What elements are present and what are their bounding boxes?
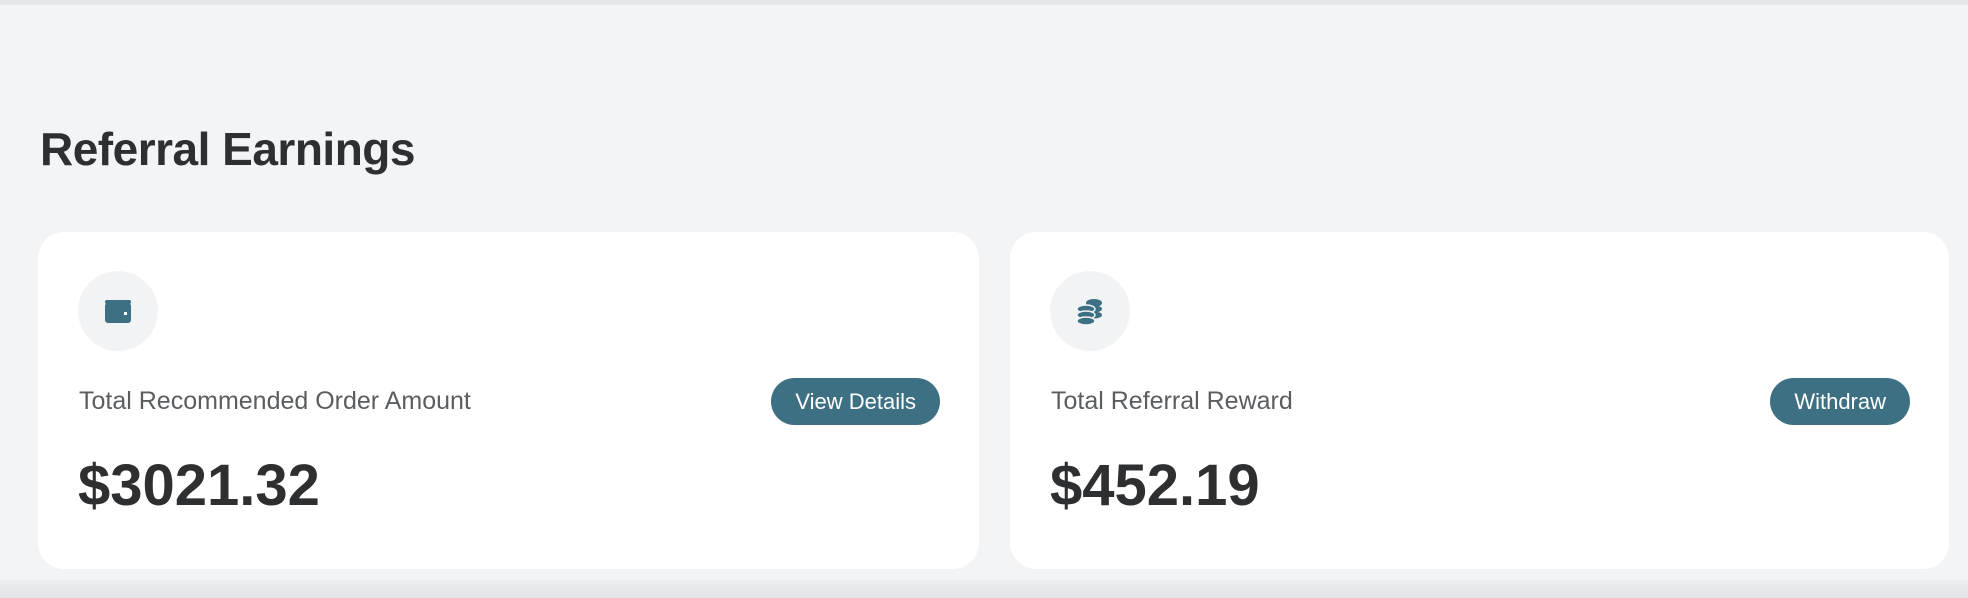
bottom-edge (0, 580, 1968, 598)
referral-reward-label: Total Referral Reward (1051, 387, 1293, 415)
referral-reward-card: Total Referral Reward Withdraw $452.19 (1010, 232, 1949, 569)
withdraw-button[interactable]: Withdraw (1770, 378, 1910, 425)
order-amount-label: Total Recommended Order Amount (79, 387, 471, 415)
referral-reward-value: $452.19 (1050, 453, 1260, 518)
page-title: Referral Earnings (40, 123, 415, 175)
order-amount-value: $3021.32 (78, 453, 320, 518)
coins-icon (1050, 271, 1130, 351)
view-details-button[interactable]: View Details (771, 378, 940, 425)
top-divider (0, 0, 1968, 5)
order-amount-card: Total Recommended Order Amount View Deta… (38, 232, 979, 569)
wallet-icon (78, 271, 158, 351)
